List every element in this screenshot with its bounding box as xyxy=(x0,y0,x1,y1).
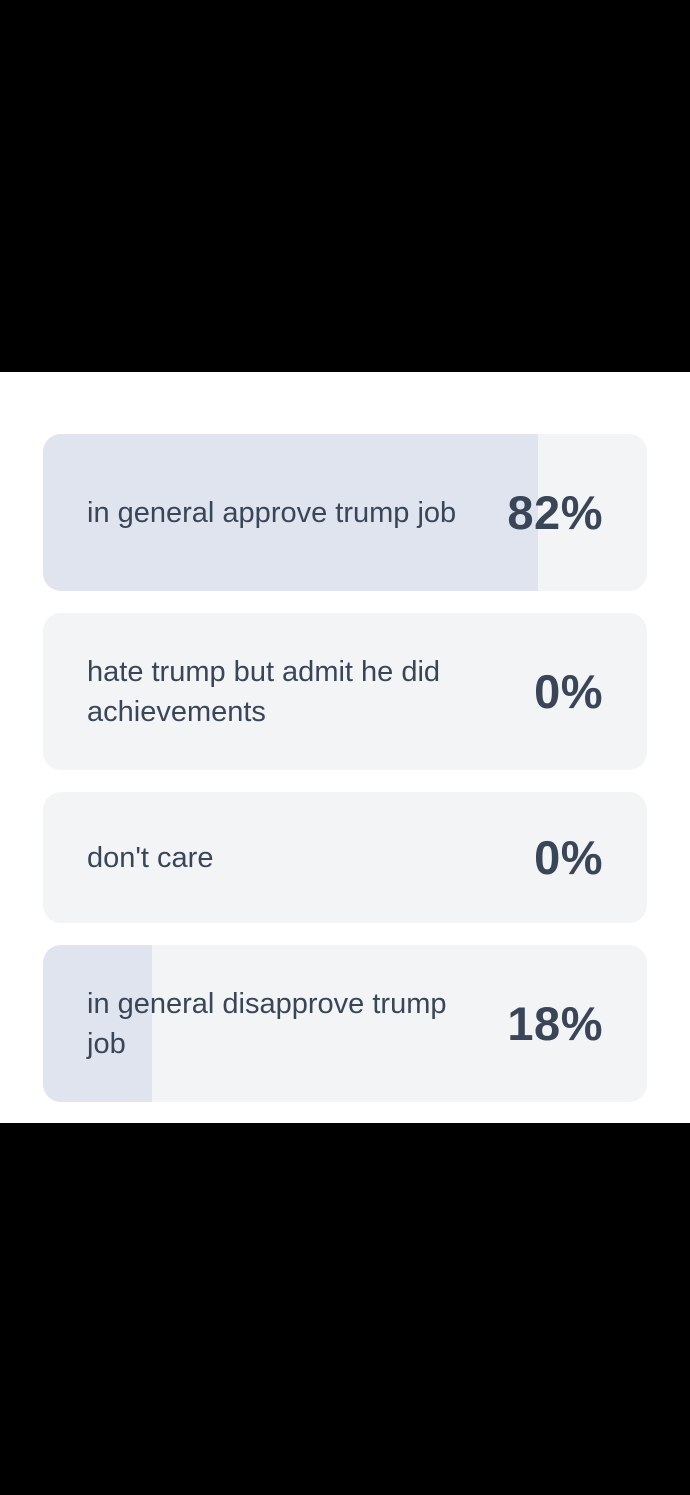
poll-options-list: in general approve trump job 82% hate tr… xyxy=(43,434,647,1124)
poll-option-label: don't care xyxy=(87,841,214,874)
poll-option-hate-but-admit[interactable]: hate trump but admit he did achievements… xyxy=(43,613,647,770)
poll-option-label: in general approve trump job xyxy=(87,496,457,529)
poll-option-dont-care[interactable]: don't care 0% xyxy=(43,792,647,923)
poll-option-percent: 82% xyxy=(507,486,603,539)
poll-option-approve[interactable]: in general approve trump job 82% xyxy=(43,434,647,591)
poll-option-label: hate trump but admit he did achievements xyxy=(87,655,441,728)
poll-option-label: in general disapprove trump job xyxy=(87,987,447,1060)
poll-option-result-bar xyxy=(43,434,539,591)
poll-option-percent: 0% xyxy=(534,831,603,884)
poll-option-disapprove[interactable]: in general disapprove trump job 18% xyxy=(43,945,647,1102)
poll-results-panel: in general approve trump job 82% hate tr… xyxy=(0,372,690,1123)
poll-option-result-bar xyxy=(43,945,152,1102)
poll-option-percent: 18% xyxy=(507,997,603,1050)
poll-option-percent: 0% xyxy=(534,665,603,718)
